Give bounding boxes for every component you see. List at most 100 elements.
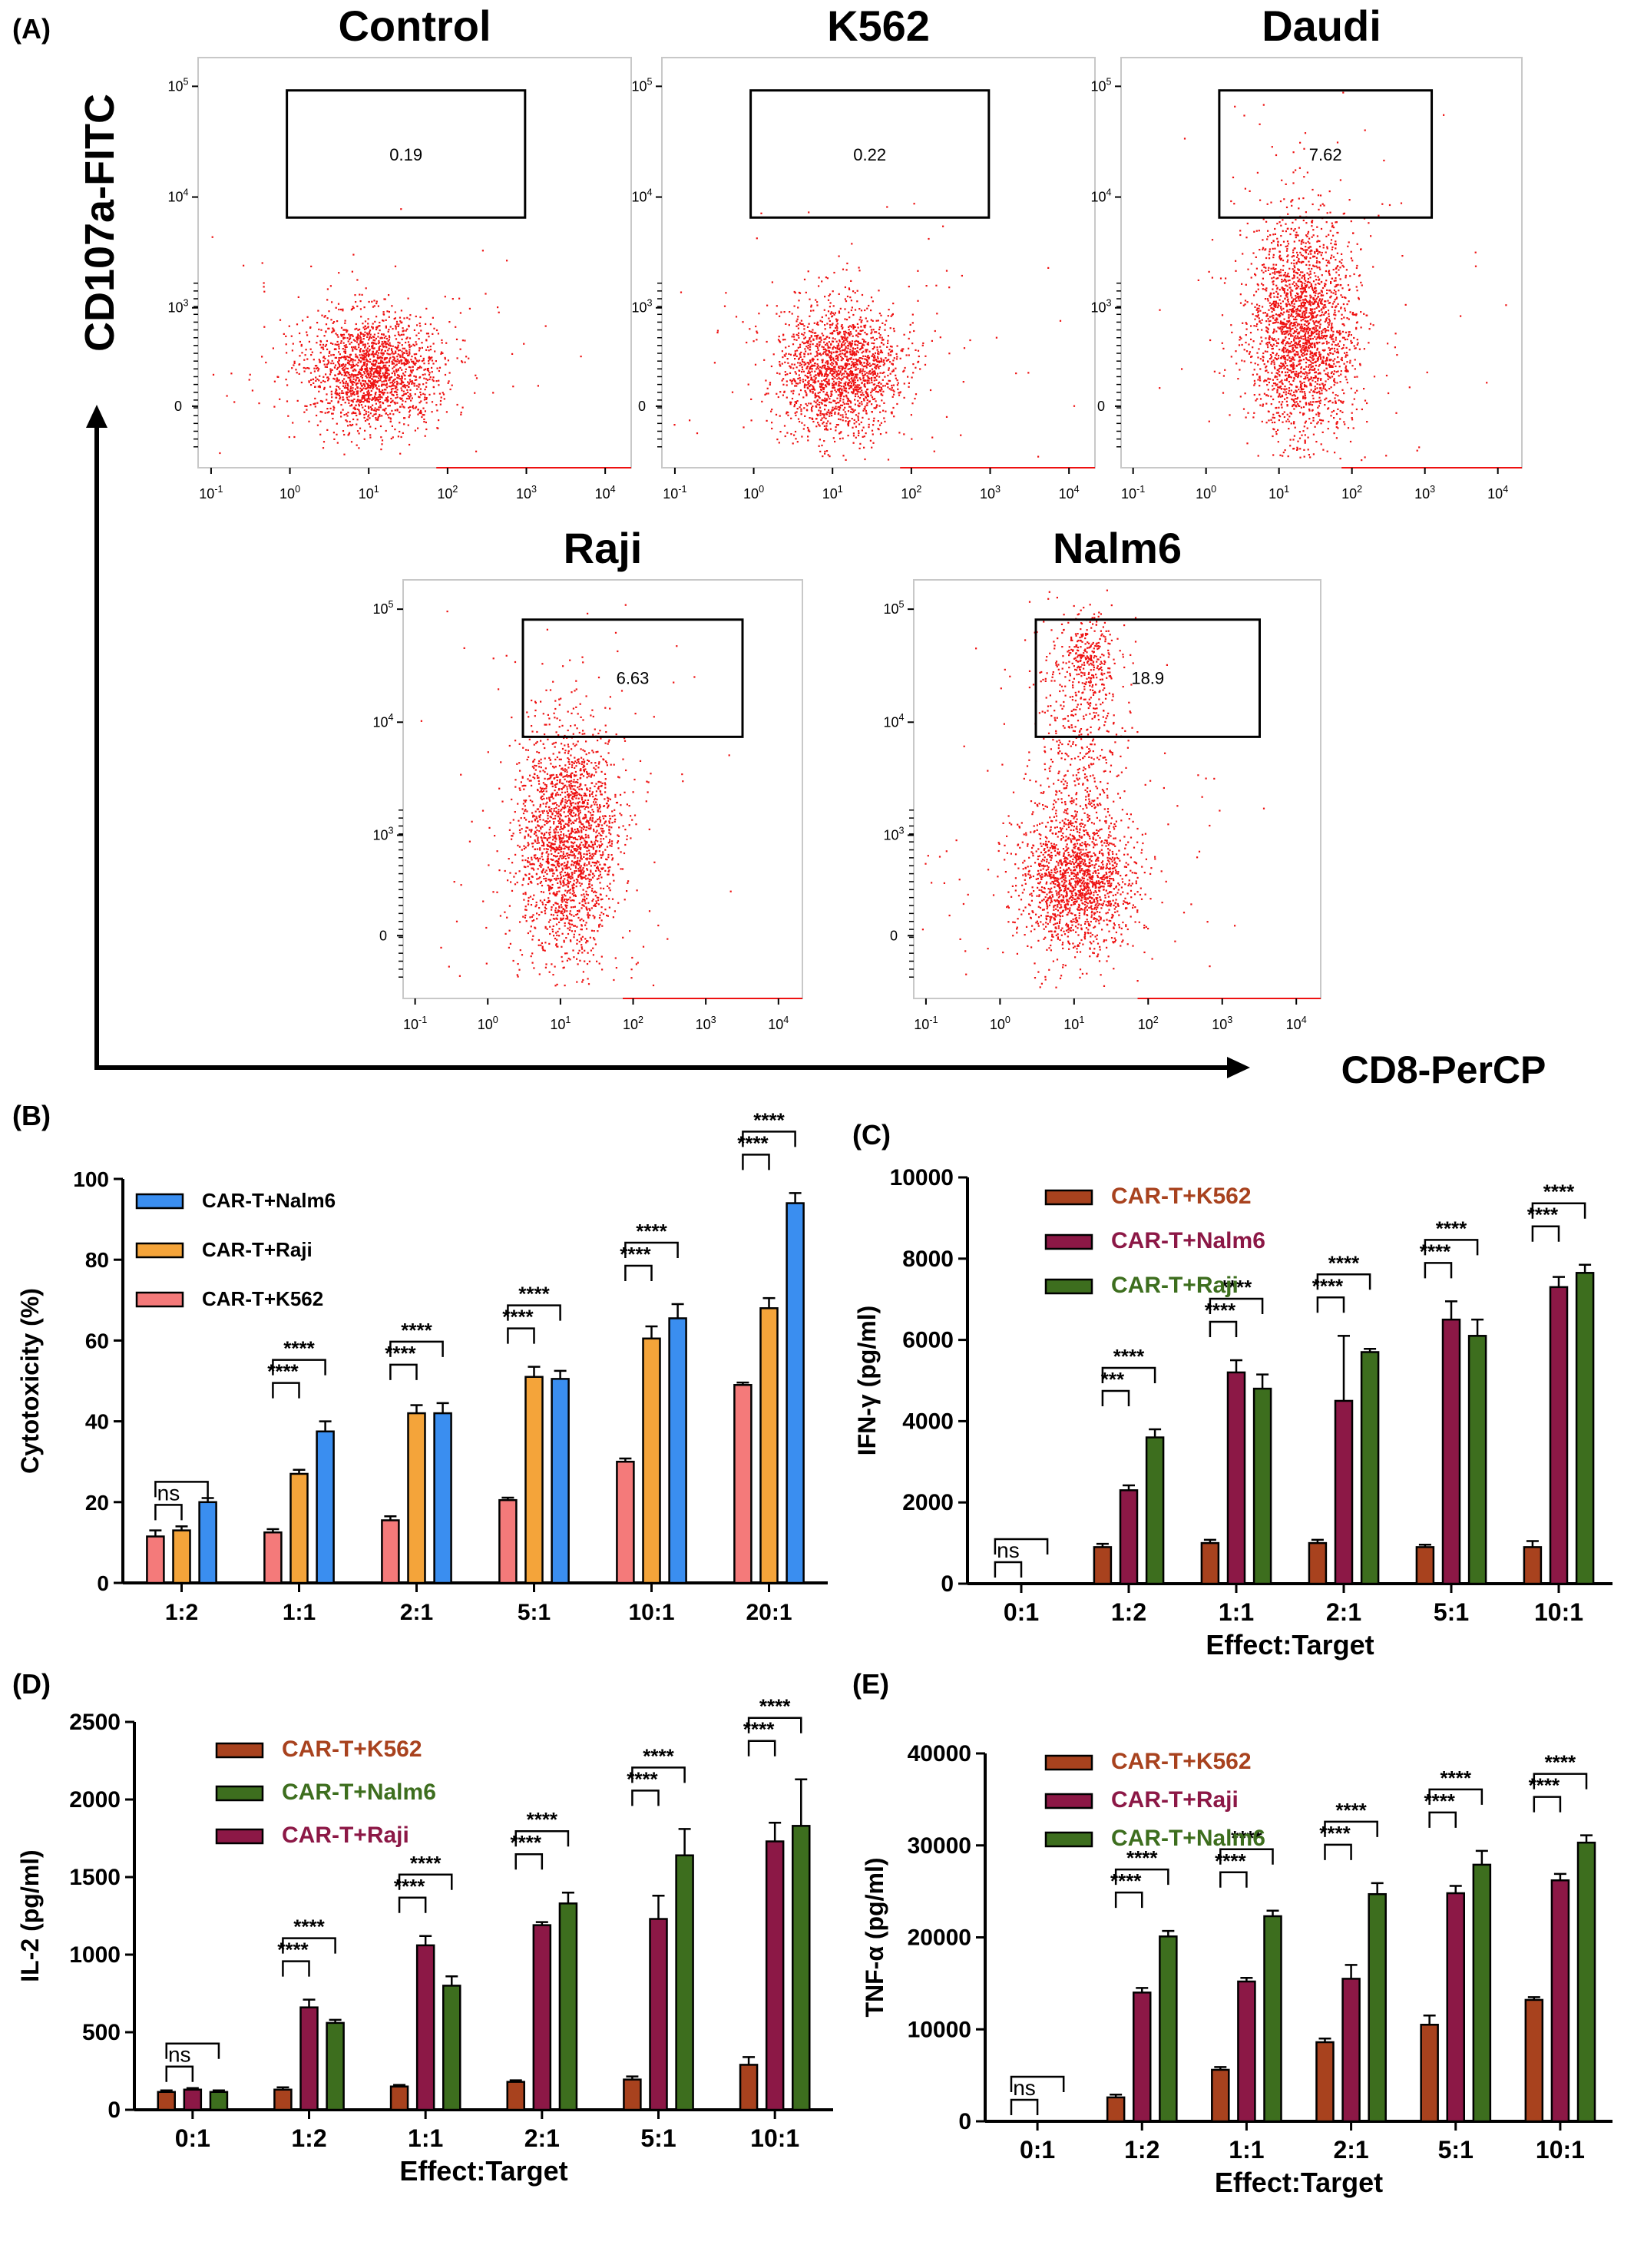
flow-x-tick-label: 103 xyxy=(1414,484,1435,502)
flow-cytometry-panel: Control 0.19 105 104 103 0 10-1 100 101 102 103 104… xyxy=(167,2,1523,1032)
bar-car-t-nalm6 xyxy=(675,1854,694,2111)
y-axis-title: IFN-γ (pg/ml) xyxy=(853,1306,881,1456)
flow-y-tick-label: 104 xyxy=(883,712,904,730)
y-tick-label: 100 xyxy=(73,1167,109,1191)
flow-y-tick-label: 103 xyxy=(167,298,188,316)
legend-label: CAR-T+Nalm6 xyxy=(202,1189,336,1212)
x-tick-label: 1:1 xyxy=(1219,1598,1254,1626)
significance-bracket xyxy=(507,1327,535,1344)
x-tick-label: 0:1 xyxy=(1004,1598,1039,1626)
bar-car-t-nalm6 xyxy=(209,2091,229,2111)
significance-label: ns xyxy=(997,1538,1020,1562)
significance-bracket xyxy=(624,1241,679,1259)
x-tick-label: 5:1 xyxy=(1438,2136,1474,2164)
x-axis-title: Effect:Target xyxy=(1215,2167,1383,2198)
x-tick-label: 0:1 xyxy=(175,2124,210,2152)
significance-bracket xyxy=(1531,1225,1560,1242)
significance-bracket xyxy=(282,1960,310,1977)
significance-bracket xyxy=(1219,1848,1274,1865)
flow-plot-frame xyxy=(197,57,632,468)
bar-car-t-nalm6 xyxy=(1334,1399,1354,1585)
bar-car-t-k562 xyxy=(739,2064,759,2111)
legend-swatch xyxy=(1044,1754,1093,1771)
bar-chart-2: 0 500 1000 1500 2000 2500 IL-2 (pg/ml) Effect:T… xyxy=(16,1695,833,2187)
x-tick-label: 1:2 xyxy=(1111,1598,1146,1626)
bar-car-t-nalm6 xyxy=(1472,1863,1492,2123)
y-tick-label: 8000 xyxy=(902,1247,954,1272)
bar-car-t-k562 xyxy=(1523,1546,1543,1585)
bar-car-t-k562 xyxy=(157,2091,176,2111)
y-tick-label: 1500 xyxy=(69,1865,121,1890)
y-tick-label: 40 xyxy=(85,1410,109,1434)
bar-car-t-nalm6 xyxy=(1226,1371,1246,1585)
bar-car-t-raji xyxy=(183,2088,203,2111)
legend-label: CAR-T+Nalm6 xyxy=(282,1780,436,1805)
flow-y-tick-label: 105 xyxy=(883,599,904,617)
bar-car-t-k562 xyxy=(381,1519,400,1584)
bar-car-t-k562 xyxy=(263,1531,283,1584)
flow-x-tick-label: 101 xyxy=(822,484,843,502)
significance-bracket xyxy=(389,1363,418,1380)
flow-x-tick-label: 103 xyxy=(980,484,1001,502)
legend-swatch xyxy=(215,1828,264,1845)
y-tick-label: 0 xyxy=(958,2109,971,2134)
y-tick-label: 20 xyxy=(85,1491,109,1515)
flow-plot-frame xyxy=(1120,57,1523,468)
legend-swatch xyxy=(1044,1233,1093,1250)
flow-x-tick-label: 100 xyxy=(478,1015,498,1032)
y-tick-label: 6000 xyxy=(902,1328,954,1353)
flow-x-tick-label: 102 xyxy=(1138,1015,1159,1032)
significance-label: ns xyxy=(168,2043,191,2067)
flow-plot-frame xyxy=(913,579,1321,999)
significance-bracket xyxy=(1424,1262,1453,1279)
flow-x-tick-label: 102 xyxy=(437,484,458,502)
bar-car-t-nalm6 xyxy=(198,1501,217,1584)
bar-car-t-nalm6 xyxy=(1368,1892,1387,2123)
significance-label: **** xyxy=(1328,1251,1360,1274)
panel-label-b: (B) xyxy=(12,1100,51,1131)
x-tick-label: 1:2 xyxy=(1124,2136,1159,2164)
y-tick-label: 40000 xyxy=(908,1741,971,1766)
flow-y-tick-label: 104 xyxy=(167,187,188,204)
flow-y-tick-label: 103 xyxy=(631,298,652,316)
flow-y-tick-label: 104 xyxy=(372,712,393,730)
y-tick-label: 2000 xyxy=(902,1490,954,1515)
bar-car-t-raji xyxy=(1575,1272,1595,1585)
flow-y-tick-label: 0 xyxy=(174,399,182,414)
x-tick-label: 1:1 xyxy=(408,2124,443,2152)
significance-label: **** xyxy=(643,1744,674,1767)
flow-y-tick-label: 104 xyxy=(1090,187,1111,204)
significance-label: **** xyxy=(401,1319,432,1342)
flow-plot-nalm6: Nalm6 18.9 105 104 103 0 10-1 100 101 102 103 104 xyxy=(883,524,1321,1032)
bar-car-t-nalm6 xyxy=(551,1378,570,1584)
significance-bracket xyxy=(398,1896,427,1913)
significance-label: **** xyxy=(636,1220,667,1243)
bar-car-t-k562 xyxy=(146,1535,165,1584)
panel-label-c: (C) xyxy=(852,1119,891,1151)
significance-bracket xyxy=(631,1790,660,1806)
flow-x-tick-label: 102 xyxy=(1341,484,1362,502)
significance-label: ns xyxy=(157,1481,180,1505)
significance-bracket xyxy=(1428,1811,1457,1828)
legend-label: CAR-T+K562 xyxy=(202,1287,323,1310)
legend-swatch xyxy=(215,1785,264,1802)
significance-label: **** xyxy=(1113,1345,1145,1368)
legend-label: CAR-T+K562 xyxy=(282,1737,422,1762)
bar-car-t-raji xyxy=(1145,1436,1165,1585)
x-tick-label: 2:1 xyxy=(400,1600,433,1625)
legend-label: CAR-T+Raji xyxy=(202,1238,313,1261)
flow-plot-title: Daudi xyxy=(1262,2,1381,50)
flow-y-tick-label: 0 xyxy=(638,399,646,414)
flow-x-tick-label: 103 xyxy=(696,1015,716,1032)
significance-label: **** xyxy=(1126,1846,1158,1869)
y-tick-label: 0 xyxy=(97,1571,109,1595)
legend-label: CAR-T+Raji xyxy=(1111,1273,1239,1298)
x-tick-label: 1:2 xyxy=(165,1600,198,1625)
x-tick-label: 2:1 xyxy=(1326,1598,1361,1626)
significance-bracket xyxy=(1219,1871,1248,1888)
significance-bracket xyxy=(1010,2098,1039,2115)
bar-car-t-k562 xyxy=(623,2078,642,2111)
y-tick-label: 500 xyxy=(82,2020,121,2045)
y-axis-title: Cytotoxicity (%) xyxy=(16,1288,44,1474)
flow-x-axis-arrowhead xyxy=(1227,1057,1250,1078)
